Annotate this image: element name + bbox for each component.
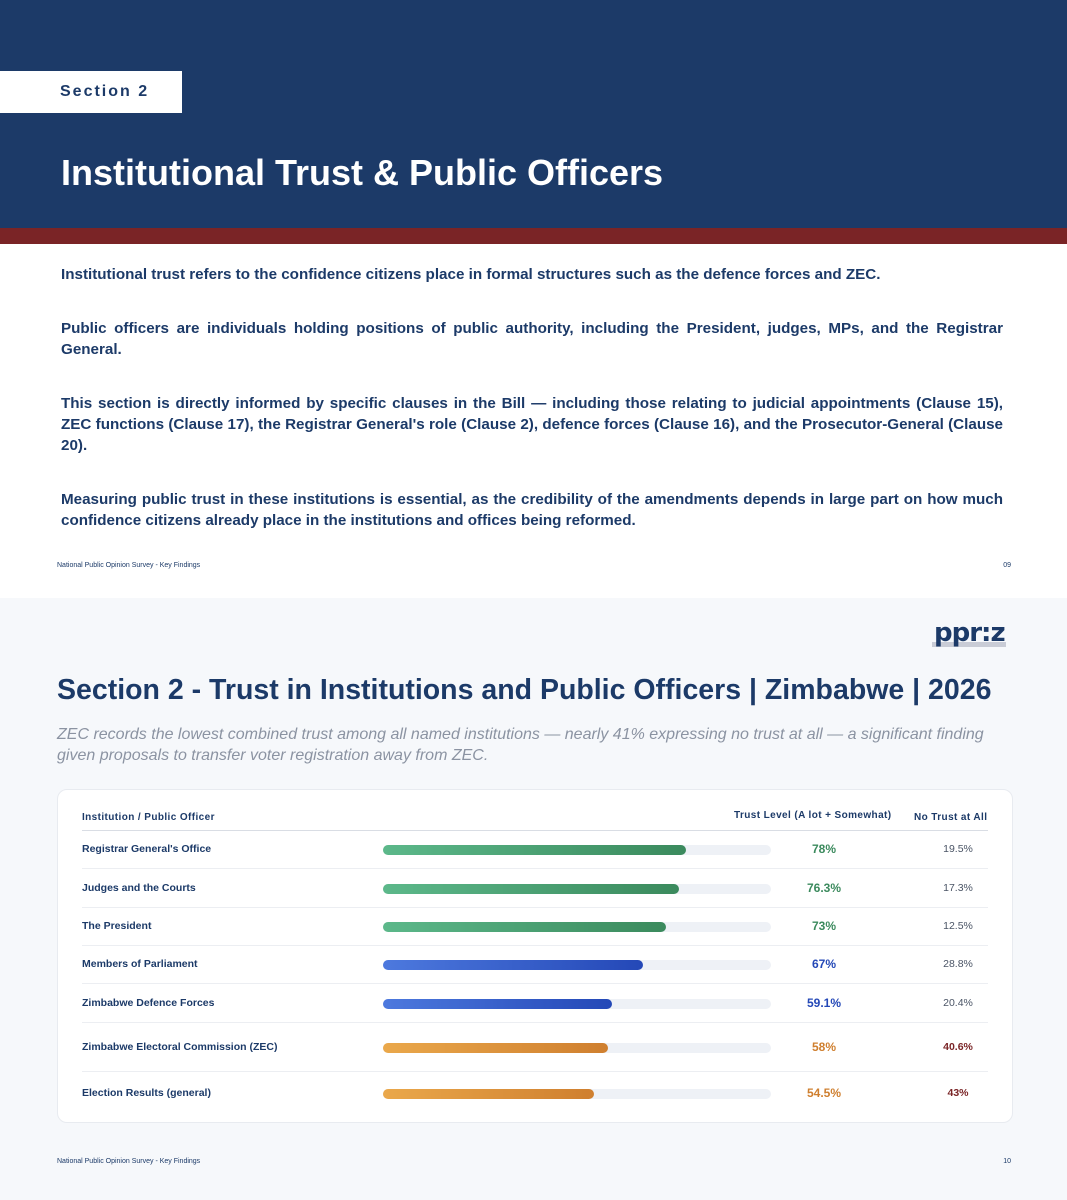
row-divider	[82, 868, 988, 869]
trust-bar-track	[383, 960, 771, 970]
trust-bar-track	[383, 1042, 771, 1053]
trust-bar	[383, 1089, 595, 1099]
page-number: 10	[1003, 1158, 1011, 1165]
header-accent-stripe	[0, 228, 1067, 244]
page-subtitle: ZEC records the lowest combined trust am…	[57, 726, 984, 764]
trust-bar	[383, 883, 680, 894]
page-footer: National Public Opinion Survey - Key Fin…	[57, 1158, 201, 1165]
logo-text: ppr:z	[934, 618, 1006, 648]
section-tag: Section 2	[0, 71, 182, 113]
trust-bar	[383, 1042, 609, 1053]
institution-label: Members of Parliament	[82, 958, 198, 970]
section-title: Institutional Trust & Public Officers	[61, 152, 664, 193]
no-trust-value: 17.3%	[943, 881, 973, 894]
page-title: Section 2 - Trust in Institutions and Pu…	[57, 674, 992, 706]
trust-bar	[383, 845, 686, 855]
trust-bar	[383, 998, 613, 1009]
table-row: Registrar General's Office 78% 19.5%	[82, 831, 988, 869]
no-trust-value: 40.6%	[943, 1040, 973, 1053]
trust-table-card: Institution / Public Officer Trust Level…	[57, 789, 1013, 1123]
trust-value: 54.5%	[806, 1086, 842, 1100]
row-divider	[82, 983, 988, 984]
header-no-trust: No Trust at All	[914, 812, 988, 823]
institution-label: Zimbabwe Defence Forces	[82, 996, 215, 1009]
section-header-banner	[0, 0, 1067, 228]
no-trust-value: 43%	[947, 1087, 969, 1099]
trust-bar-track	[383, 998, 771, 1009]
pprz-logo: ppr:z	[930, 618, 1008, 650]
paragraph-bill-clauses: This section is directly informed by spe…	[61, 395, 1003, 454]
logo-underline	[932, 642, 1006, 647]
trust-value: 73%	[811, 919, 837, 933]
trust-value: 78%	[811, 842, 837, 856]
table-row: Zimbabwe Defence Forces 59.1% 20.4%	[82, 984, 988, 1023]
header-divider	[82, 830, 988, 831]
institution-label: Judges and the Courts	[82, 881, 196, 894]
no-trust-value: 19.5%	[943, 843, 973, 855]
paragraph-institutional-trust: Institutional trust refers to the confid…	[61, 266, 881, 283]
no-trust-value: 28.8%	[943, 958, 973, 970]
trust-value: 76.3%	[806, 880, 842, 895]
trust-bar-track	[383, 845, 771, 855]
report-page-10: ppr:z Section 2 - Trust in Institutions …	[0, 598, 1067, 1200]
page-number: 09	[1003, 562, 1011, 569]
row-divider	[82, 907, 988, 908]
trust-bar-track	[383, 922, 771, 932]
institution-label: Registrar General's Office	[82, 843, 212, 855]
table-row: Members of Parliament 67% 28.8%	[82, 946, 988, 984]
no-trust-value: 20.4%	[943, 996, 973, 1009]
no-trust-value: 12.5%	[943, 920, 973, 932]
paragraph-measuring-trust: Measuring public trust in these institut…	[61, 491, 1003, 529]
trust-value: 59.1%	[806, 995, 842, 1010]
row-divider	[82, 945, 988, 946]
row-divider	[82, 1022, 988, 1023]
paragraph-public-officers: Public officers are individuals holding …	[61, 320, 1003, 358]
header-trust-level: Trust Level (A lot + Somewhat)	[734, 810, 892, 821]
trust-bar-track	[383, 1089, 771, 1099]
page-footer: National Public Opinion Survey - Key Fin…	[57, 562, 201, 569]
report-page-09: Section 2 Institutional Trust & Public O…	[0, 0, 1067, 598]
institution-label: Zimbabwe Electoral Commission (ZEC)	[82, 1040, 278, 1053]
trust-value: 58%	[811, 1039, 837, 1054]
table-row: Election Results (general) 54.5% 43%	[82, 1072, 988, 1116]
trust-value: 67%	[811, 957, 837, 971]
trust-bar	[383, 960, 643, 970]
table-row: Zimbabwe Electoral Commission (ZEC) 58% 40…	[82, 1023, 988, 1072]
row-divider	[82, 1071, 988, 1072]
institution-label: The President	[82, 920, 152, 932]
table-row: Judges and the Courts 76.3% 17.3%	[82, 869, 988, 908]
table-row: The President 73% 12.5%	[82, 908, 988, 946]
header-institution: Institution / Public Officer	[82, 812, 215, 823]
institution-label: Election Results (general)	[82, 1087, 211, 1099]
trust-bar	[383, 922, 667, 932]
trust-bar-track	[383, 883, 771, 894]
